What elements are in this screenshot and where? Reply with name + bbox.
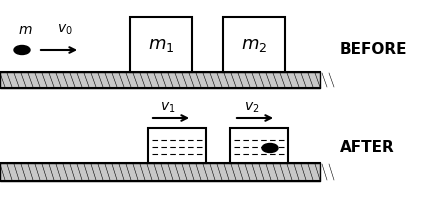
Bar [0, 163, 320, 181]
Text: BEFORE: BEFORE [340, 42, 408, 58]
Bar [0, 72, 320, 88]
Text: $\it{m}$: $\it{m}$ [18, 23, 33, 37]
Bar [230, 128, 288, 163]
Text: $\it{m}_2$: $\it{m}_2$ [241, 35, 267, 53]
Ellipse shape [14, 45, 30, 54]
Bar [130, 17, 192, 72]
Bar [148, 128, 206, 163]
Bar [223, 17, 285, 72]
Ellipse shape [262, 143, 278, 153]
Text: AFTER: AFTER [340, 141, 395, 155]
Text: $\it{v}_1$: $\it{v}_1$ [160, 101, 176, 115]
Text: $\it{m}_1$: $\it{m}_1$ [148, 35, 174, 53]
Text: $\it{v}_0$: $\it{v}_0$ [57, 23, 73, 37]
Text: $\it{v}_2$: $\it{v}_2$ [244, 101, 260, 115]
